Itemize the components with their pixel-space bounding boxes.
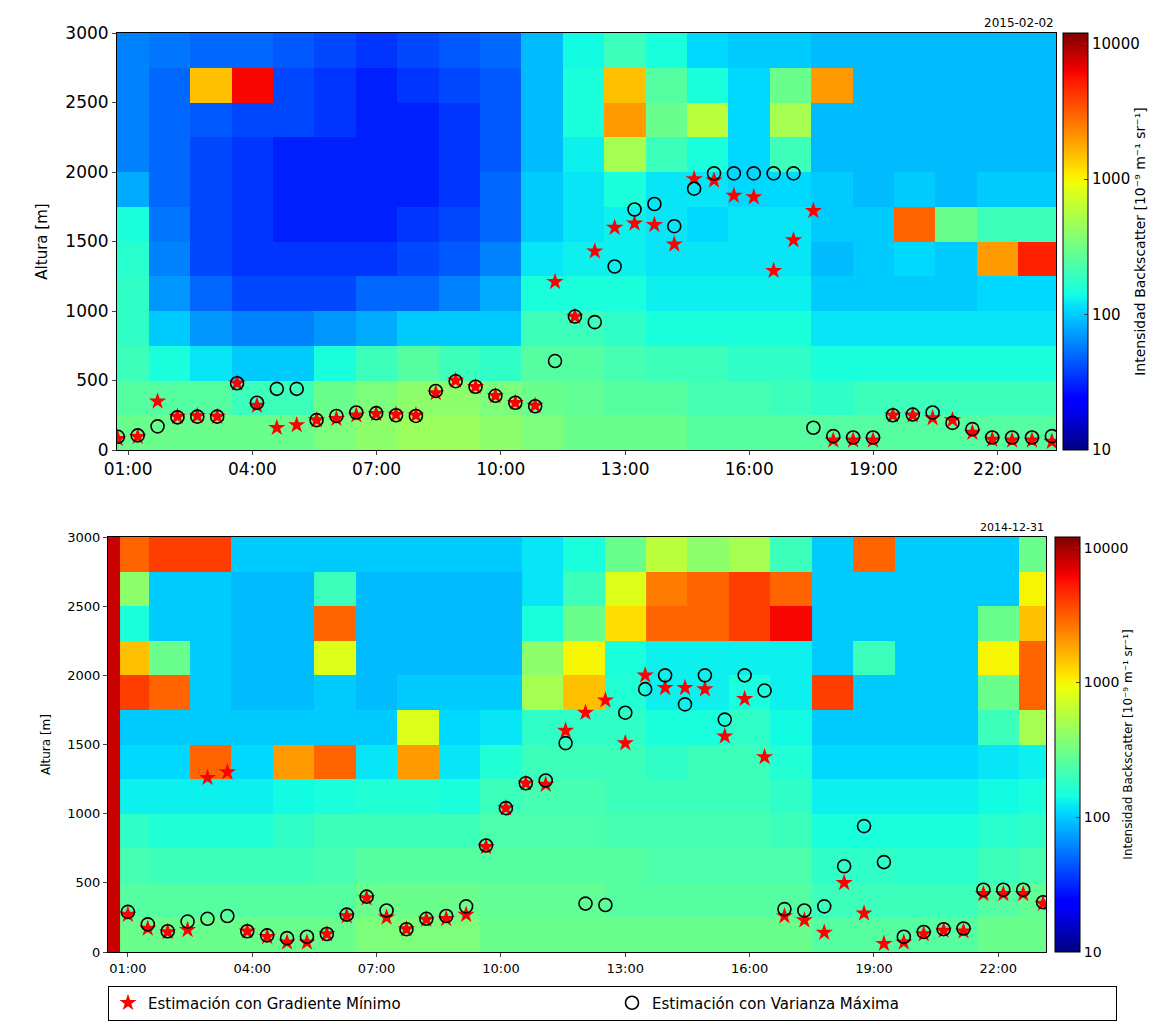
svg-text:07:00: 07:00 xyxy=(352,459,401,479)
svg-text:01:00: 01:00 xyxy=(104,459,153,479)
svg-text:100: 100 xyxy=(1084,809,1111,825)
svg-text:2000: 2000 xyxy=(65,162,108,182)
svg-text:10:00: 10:00 xyxy=(476,459,525,479)
svg-text:2015-02-02: 2015-02-02 xyxy=(984,16,1054,30)
svg-text:07:00: 07:00 xyxy=(358,961,395,976)
svg-text:500: 500 xyxy=(76,370,108,390)
svg-text:22:00: 22:00 xyxy=(980,961,1017,976)
svg-text:1500: 1500 xyxy=(67,737,100,752)
svg-text:19:00: 19:00 xyxy=(855,961,892,976)
svg-text:Estimación con Gradiente Mínim: Estimación con Gradiente Mínimo xyxy=(148,995,401,1013)
svg-text:04:00: 04:00 xyxy=(234,961,271,976)
svg-text:10: 10 xyxy=(1092,441,1111,459)
svg-text:500: 500 xyxy=(76,875,101,890)
svg-text:1000: 1000 xyxy=(1092,170,1130,188)
svg-text:3000: 3000 xyxy=(65,23,108,43)
svg-text:22:00: 22:00 xyxy=(973,459,1022,479)
svg-text:Altura [m]: Altura [m] xyxy=(33,203,51,279)
svg-text:10:00: 10:00 xyxy=(482,961,519,976)
svg-text:1000: 1000 xyxy=(67,806,100,821)
svg-text:Intensidad Backscatter [10⁻⁹ m: Intensidad Backscatter [10⁻⁹ m⁻¹ sr⁻¹] xyxy=(1121,629,1135,859)
svg-text:01:00: 01:00 xyxy=(109,961,146,976)
svg-text:13:00: 13:00 xyxy=(607,961,644,976)
svg-text:16:00: 16:00 xyxy=(725,459,774,479)
svg-text:1000: 1000 xyxy=(65,301,108,321)
svg-text:Intensidad Backscatter [10⁻⁹ m: Intensidad Backscatter [10⁻⁹ m⁻¹ sr⁻¹] xyxy=(1132,107,1148,376)
svg-text:1000: 1000 xyxy=(1084,674,1120,690)
svg-text:10000: 10000 xyxy=(1092,35,1140,53)
svg-text:2500: 2500 xyxy=(65,92,108,112)
svg-text:10000: 10000 xyxy=(1084,540,1129,556)
svg-text:Altura [m]: Altura [m] xyxy=(39,714,53,775)
svg-text:3000: 3000 xyxy=(67,530,100,545)
svg-text:13:00: 13:00 xyxy=(601,459,650,479)
svg-text:0: 0 xyxy=(98,440,109,460)
svg-text:0: 0 xyxy=(92,945,100,960)
svg-text:2500: 2500 xyxy=(67,599,100,614)
svg-text:04:00: 04:00 xyxy=(228,459,277,479)
svg-text:2014-12-31: 2014-12-31 xyxy=(980,521,1044,534)
svg-text:10: 10 xyxy=(1084,944,1102,960)
svg-text:19:00: 19:00 xyxy=(849,459,898,479)
svg-text:2000: 2000 xyxy=(67,668,100,683)
svg-text:16:00: 16:00 xyxy=(731,961,768,976)
svg-text:Estimación con Varianza Máxima: Estimación con Varianza Máxima xyxy=(652,995,899,1013)
svg-text:100: 100 xyxy=(1092,306,1121,324)
svg-text:1500: 1500 xyxy=(65,231,108,251)
